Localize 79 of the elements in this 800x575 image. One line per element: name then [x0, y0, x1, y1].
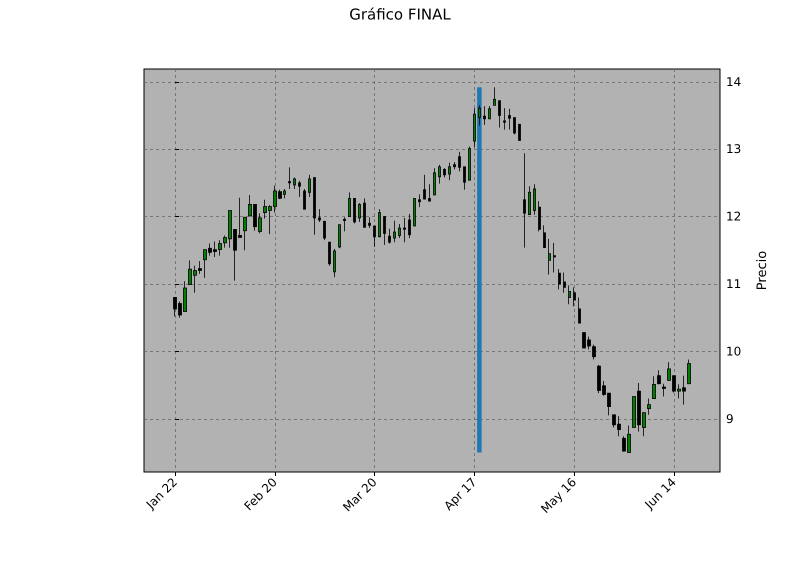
- candlestick: [298, 180, 301, 198]
- candlestick: [403, 218, 406, 243]
- candlestick: [388, 228, 391, 244]
- candlestick: [338, 224, 341, 249]
- candlestick: [373, 226, 376, 248]
- candlestick: [468, 146, 471, 181]
- x-tick-label: Mar 20: [340, 475, 380, 514]
- candlestick: [368, 216, 371, 228]
- candlestick: [423, 174, 426, 200]
- y-tick-label: 9: [726, 412, 734, 426]
- candlestick: [528, 186, 531, 215]
- candlestick: [652, 376, 656, 399]
- candlestick: [378, 208, 381, 238]
- candlestick: [657, 370, 661, 385]
- chart-title: Gráfico FINAL: [349, 6, 452, 24]
- candlestick: [483, 106, 486, 126]
- candlestick: [348, 192, 351, 217]
- candlestick: [473, 108, 476, 148]
- y-tick-label: 13: [726, 142, 742, 156]
- candlestick: [662, 383, 666, 397]
- candlestick: [647, 398, 651, 416]
- candlestick: [313, 177, 316, 236]
- candlestick: [518, 124, 521, 141]
- candlestick: [548, 238, 551, 275]
- candlestick: [478, 104, 481, 126]
- candlestick: [573, 286, 576, 307]
- candlestick: [592, 344, 596, 360]
- candlestick: [538, 200, 541, 232]
- candlestick: [578, 297, 581, 324]
- candlestick: [333, 248, 336, 278]
- candlestick: [293, 177, 296, 190]
- candlestick: [568, 284, 571, 305]
- y-tick-label: 10: [726, 344, 742, 358]
- candlestick: [493, 86, 496, 106]
- candlestick: [358, 202, 361, 222]
- y-tick-label: 14: [726, 74, 742, 89]
- candlestick: [343, 216, 346, 232]
- candlestick: [448, 162, 451, 181]
- candlestick: [318, 208, 321, 222]
- candlestick: [328, 242, 331, 266]
- candlestick: [513, 117, 516, 135]
- candlestick: [288, 166, 291, 190]
- candlestick: [563, 272, 566, 294]
- candlestick: [543, 224, 546, 248]
- candlestick: [533, 184, 536, 215]
- candlestick: [308, 174, 311, 198]
- candlestick: [498, 100, 501, 128]
- candlestick: [433, 168, 436, 196]
- candlestick: [398, 224, 401, 239]
- y-tick-label: 11: [726, 276, 742, 291]
- candlestick: [488, 106, 491, 120]
- candlestick: [687, 359, 691, 384]
- candlestick: [443, 168, 446, 178]
- candlestick: [383, 216, 386, 246]
- y-tick-label: 12: [726, 210, 742, 224]
- x-tick-label: Feb 20: [241, 475, 280, 514]
- candlestick: [438, 164, 441, 184]
- candlestick: [413, 198, 416, 226]
- x-tick-label: Apr 17: [441, 475, 480, 514]
- candlestick: [243, 216, 247, 251]
- candlestick: [408, 213, 411, 239]
- candlestick: [303, 188, 306, 210]
- candlestick: [463, 166, 466, 190]
- candlestick: [453, 162, 456, 170]
- candlestick: [553, 242, 556, 273]
- candlestick: [418, 194, 421, 208]
- candlestick: [523, 152, 526, 248]
- candlestick: [558, 268, 561, 290]
- candlestick: [503, 108, 506, 130]
- y-axis-title: Precio: [755, 250, 770, 290]
- candlestick: [353, 198, 356, 224]
- candlestick: [508, 108, 511, 130]
- x-tick-label: Jan 22: [142, 475, 180, 512]
- candlestick: [428, 184, 431, 202]
- candlestick: [323, 220, 326, 241]
- candlestick: [458, 151, 461, 172]
- candlestick: [363, 198, 366, 228]
- candlestick: [393, 220, 396, 243]
- x-tick-label: Jun 14: [642, 475, 679, 512]
